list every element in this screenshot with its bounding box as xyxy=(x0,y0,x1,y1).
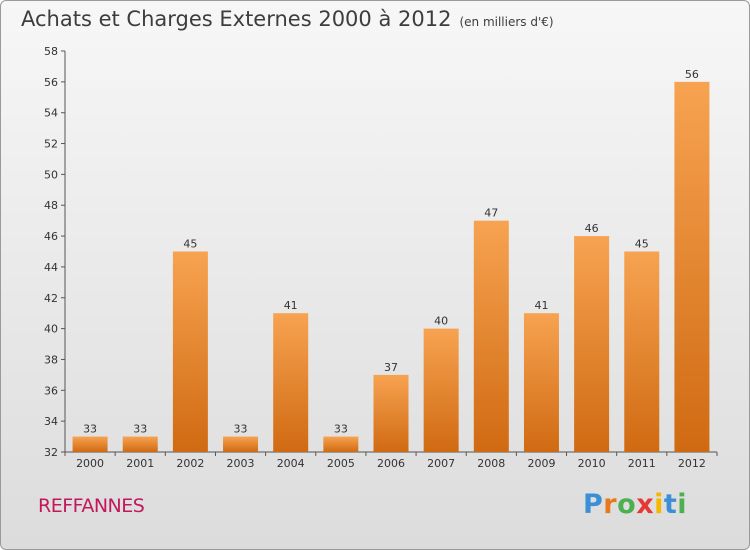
value-label-2007: 40 xyxy=(434,315,448,328)
commune-name: REFFANNES xyxy=(38,495,145,517)
value-label-2008: 47 xyxy=(484,207,498,220)
proxiti-logo[interactable]: Proxiti xyxy=(583,489,687,520)
logo-letter: t xyxy=(663,489,678,520)
logo-letter: i xyxy=(677,489,688,520)
bars xyxy=(72,81,710,452)
y-tick-label: 42 xyxy=(44,292,58,305)
x-tick-label: 2010 xyxy=(578,457,606,470)
bar-2004 xyxy=(273,313,309,452)
bar-2012 xyxy=(674,81,710,452)
y-tick-label: 32 xyxy=(44,446,58,459)
value-label-2001: 33 xyxy=(133,423,147,436)
x-tick-label: 2004 xyxy=(277,457,305,470)
bar-2006 xyxy=(373,374,409,452)
value-label-2009: 41 xyxy=(534,299,548,312)
chart-title: Achats et Charges Externes 2000 à 2012 (e… xyxy=(21,7,554,31)
value-label-2003: 33 xyxy=(234,423,248,436)
y-tick-label: 50 xyxy=(44,168,58,181)
bar-2005 xyxy=(323,436,359,452)
bar-2000 xyxy=(72,436,108,452)
y-tick-label: 44 xyxy=(44,261,58,274)
y-tick-label: 40 xyxy=(44,323,58,336)
bar-2002 xyxy=(172,251,208,452)
x-tick-label: 2007 xyxy=(427,457,455,470)
x-tick-label: 2005 xyxy=(327,457,355,470)
bar-2008 xyxy=(473,220,509,452)
value-label-2000: 33 xyxy=(83,423,97,436)
y-tick-label: 38 xyxy=(44,353,58,366)
axes: 32 34 36 38 40 42 44 46 48 50 52 54 56 58 2000 2001 2002… xyxy=(44,45,718,470)
x-tick-label: 2008 xyxy=(477,457,505,470)
bar-2010 xyxy=(574,236,610,452)
x-tick-label: 2000 xyxy=(76,457,104,470)
y-tick-label: 56 xyxy=(44,76,58,89)
x-tick-label: 2001 xyxy=(126,457,154,470)
bar-2007 xyxy=(423,328,459,452)
value-label-2006: 37 xyxy=(384,361,398,374)
x-tick-label: 2006 xyxy=(377,457,405,470)
x-tick-label: 2003 xyxy=(227,457,255,470)
y-tick-label: 58 xyxy=(44,45,58,58)
value-label-2012: 56 xyxy=(685,68,699,81)
value-label-2002: 45 xyxy=(183,238,197,251)
data-labels: 33 33 45 33 41 33 37 40 47 41 46 45 56 xyxy=(83,68,699,436)
bar-2009 xyxy=(523,313,559,452)
x-tick-label: 2011 xyxy=(628,457,656,470)
value-label-2005: 33 xyxy=(334,423,348,436)
y-tick-label: 36 xyxy=(44,384,58,397)
y-tick-label: 46 xyxy=(44,230,58,243)
value-label-2011: 45 xyxy=(635,238,649,251)
logo-letter: r xyxy=(603,489,618,520)
bar-2001 xyxy=(122,436,158,452)
value-label-2010: 46 xyxy=(585,222,599,235)
bar-2003 xyxy=(223,436,259,452)
x-tick-label: 2002 xyxy=(176,457,204,470)
logo-letter: x xyxy=(636,489,655,520)
logo-letter: o xyxy=(617,489,637,520)
x-tick-label: 2009 xyxy=(527,457,555,470)
chart-title-text: Achats et Charges Externes 2000 à 2012 xyxy=(21,7,452,31)
y-tick-label: 48 xyxy=(44,199,58,212)
value-label-2004: 41 xyxy=(284,299,298,312)
logo-letter: P xyxy=(583,489,604,520)
chart-subtitle: (en milliers d'€) xyxy=(459,15,554,29)
y-tick-label: 52 xyxy=(44,138,58,151)
x-tick-label: 2012 xyxy=(678,457,706,470)
bar-2011 xyxy=(624,251,660,452)
y-tick-label: 34 xyxy=(44,415,58,428)
logo-letter: i xyxy=(654,489,664,520)
y-tick-label: 54 xyxy=(44,107,58,120)
